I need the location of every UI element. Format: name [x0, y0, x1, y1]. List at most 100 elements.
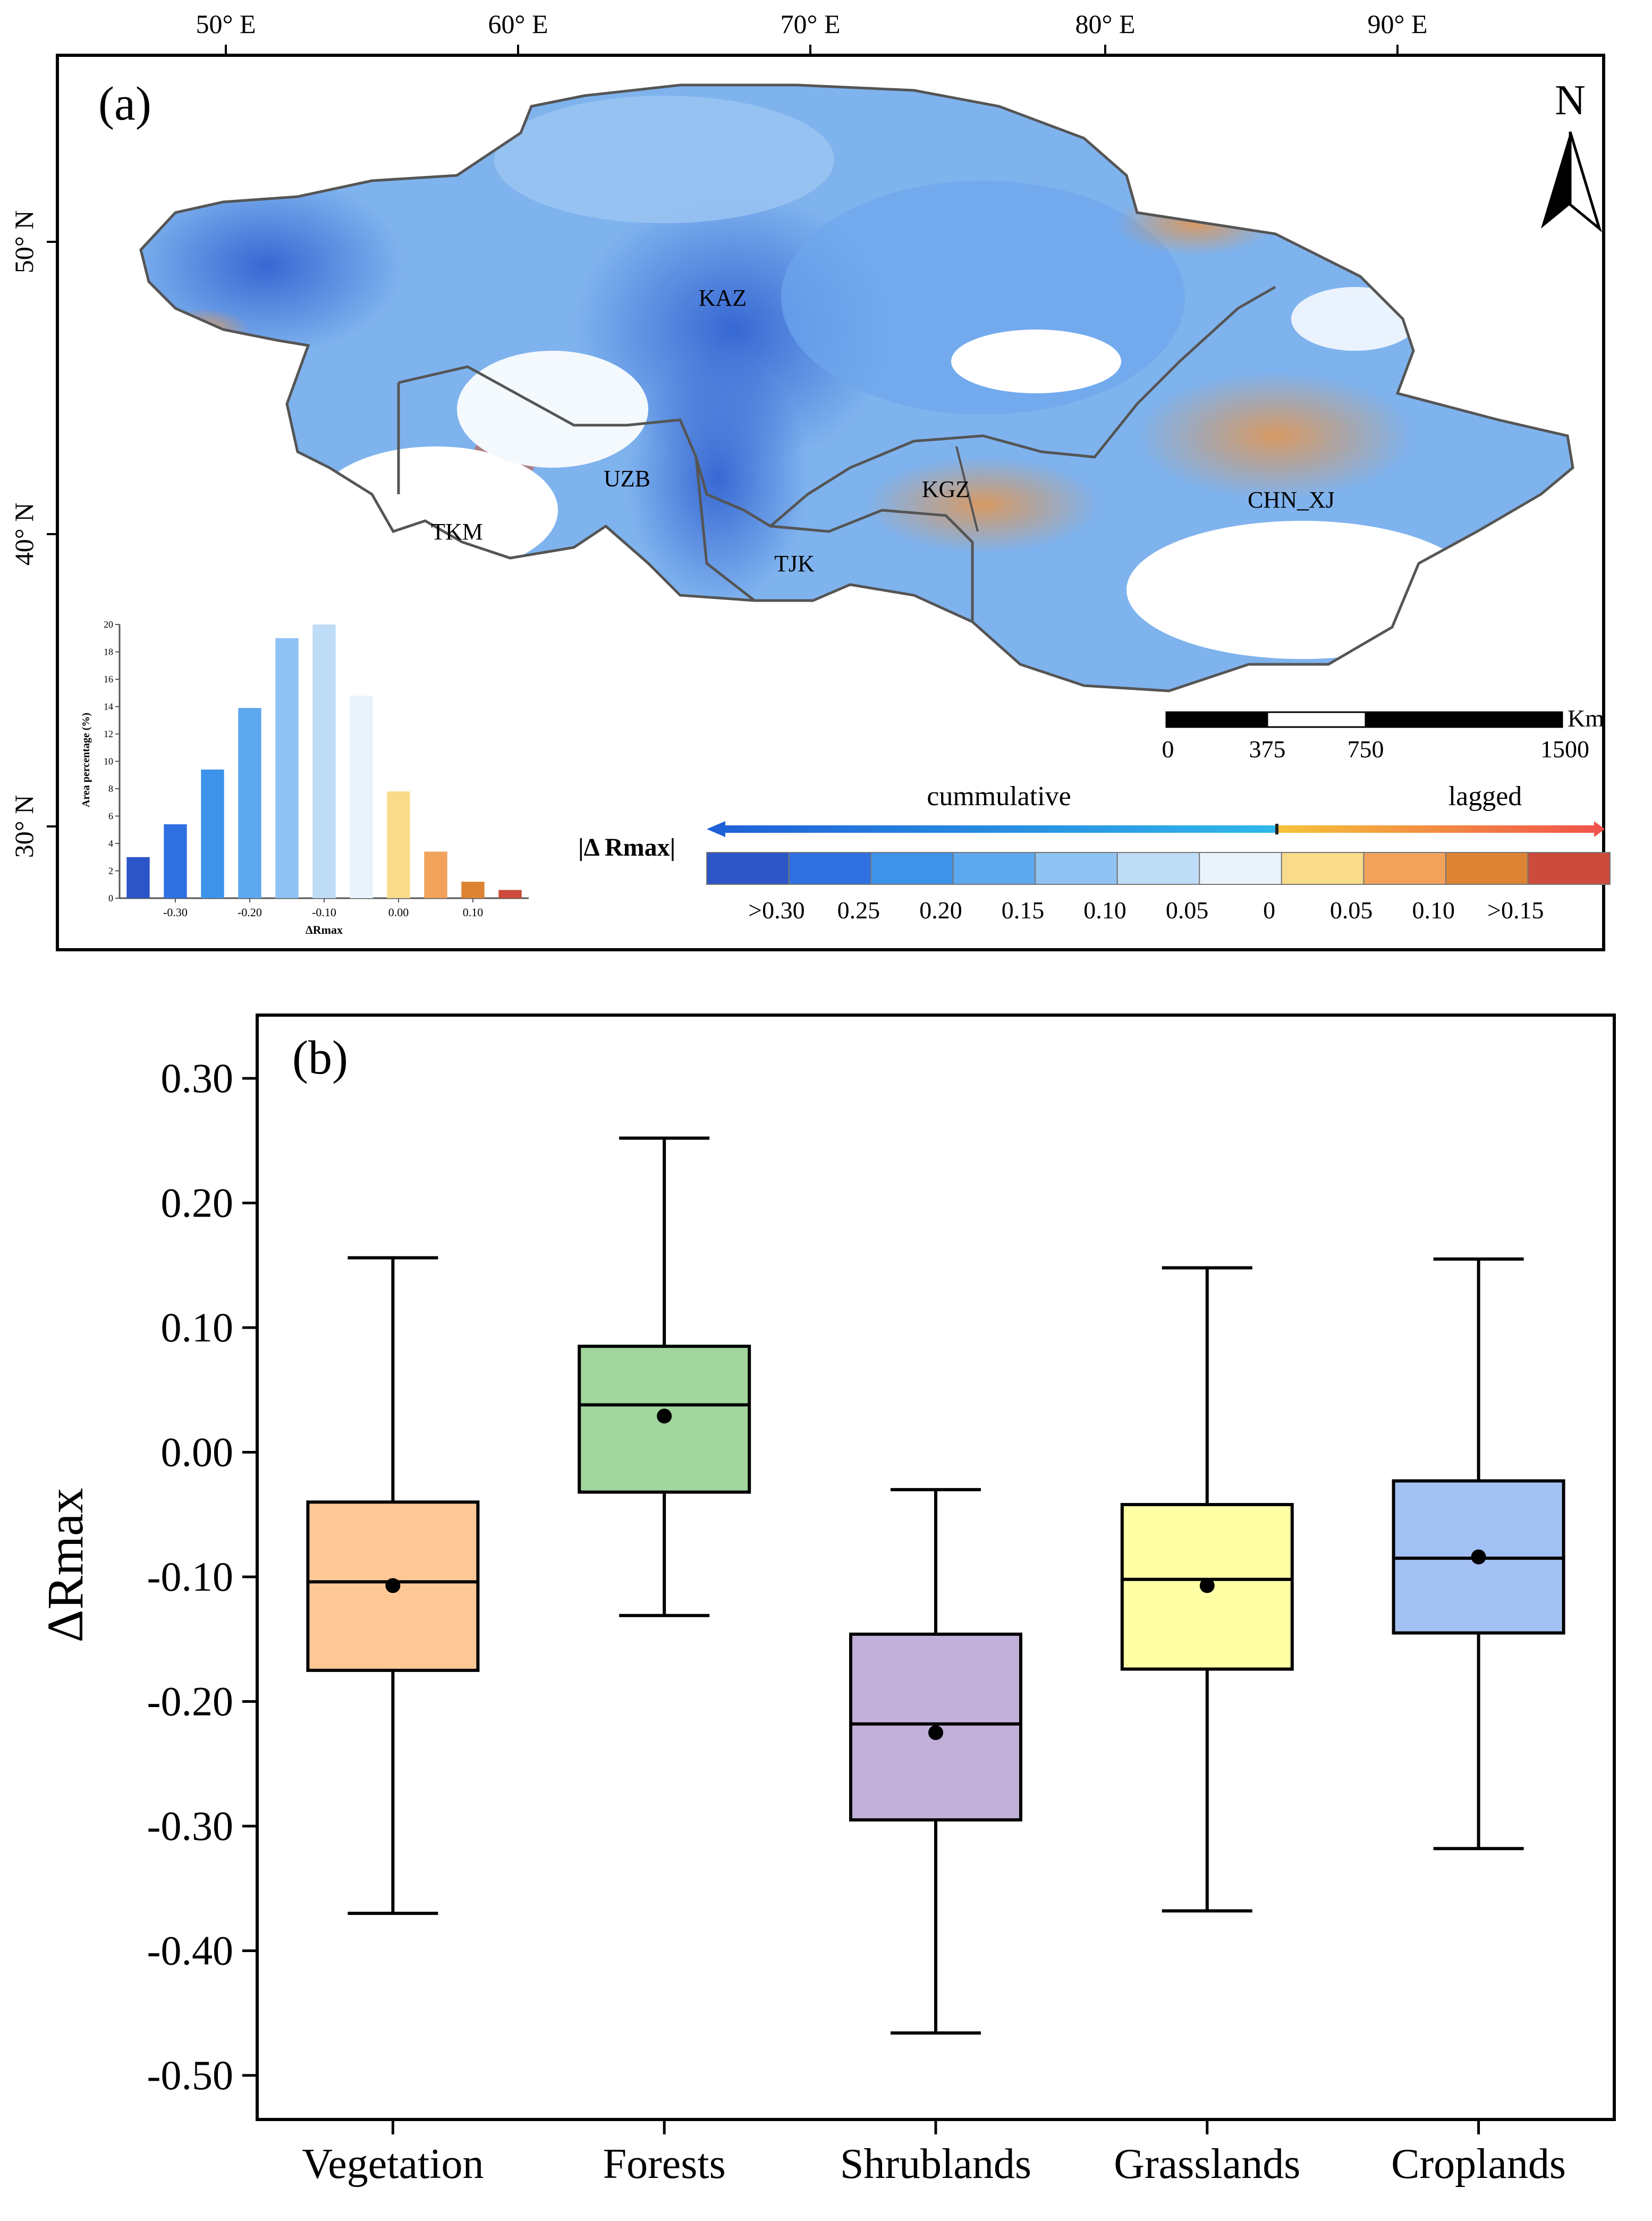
region-label-kaz: KAZ: [699, 285, 747, 311]
lon-tick-label: 50° E: [196, 9, 256, 39]
inset-x-ticks: -0.30 -0.20 -0.10 0.00 0.10: [163, 898, 483, 919]
scale-unit: Km: [1568, 705, 1604, 732]
x-tick-label: Grasslands: [1114, 2141, 1300, 2188]
y-tick-label: -0.20: [147, 1678, 233, 1725]
legend-swatches: [706, 852, 1611, 885]
latitude-ticks: 50° N 40° N 30° N: [9, 210, 57, 858]
north-arrow-icon: [1541, 132, 1570, 229]
legend-swatch: [1035, 852, 1118, 885]
lat-tick-label: 40° N: [9, 503, 39, 566]
legend-swatch: [706, 852, 790, 885]
legend-swatch: [1445, 852, 1529, 885]
legend-title: |Δ Rmax|: [578, 833, 675, 862]
inset-bar: [350, 695, 373, 898]
inset-x-tick-label: 0.00: [388, 906, 409, 919]
inset-bar: [424, 851, 447, 898]
lon-tick-label: 80° E: [1075, 9, 1135, 39]
lagged-arrow: [1278, 821, 1605, 837]
inset-y-ticks: 0 2 4 6 8 10 12 14 16 18 20: [104, 619, 120, 903]
panel-b-label: (b): [292, 1032, 348, 1084]
region-label-uzb: UZB: [604, 466, 650, 492]
mean-point: [385, 1578, 401, 1593]
legend-class-label: 0: [1263, 897, 1275, 924]
legend-class-label: 0.20: [919, 897, 962, 924]
y-tick-label: 0.20: [161, 1180, 234, 1226]
mean-point: [1199, 1578, 1215, 1593]
y-tick-label: -0.30: [147, 1803, 233, 1849]
legend-swatch: [1199, 852, 1282, 885]
scale-bar: Km 0 375 750 1500: [1162, 705, 1605, 763]
scale-tick: 0: [1162, 736, 1174, 763]
inset-histogram: 0 2 4 6 8 10 12 14 16 18 20 -0.30 -0.20 -0.10 0.00 0.1…: [80, 619, 529, 936]
legend-swatch: [1116, 852, 1200, 885]
inset-y-tick-label: 8: [108, 783, 113, 794]
inset-y-tick-label: 4: [108, 838, 113, 849]
legend-left-label: cummulative: [927, 781, 1071, 812]
legend-class-label: 0.05: [1330, 897, 1373, 924]
inset-y-tick-label: 12: [104, 729, 113, 739]
north-arrow: N: [1541, 77, 1602, 233]
inset-y-tick-label: 6: [108, 811, 113, 822]
region-label-chn-xj: CHN_XJ: [1248, 487, 1335, 513]
region-label-tkm: TKM: [431, 519, 483, 545]
mean-point: [1471, 1549, 1486, 1565]
legend-swatch: [952, 852, 1036, 885]
legend-right-label: lagged: [1448, 781, 1522, 812]
panel-b-x-ticks: Vegetation Forests Shrublands Grasslands Cro…: [302, 2119, 1566, 2188]
x-tick-label: Forests: [603, 2141, 726, 2188]
legend-class-label: >0.30: [748, 897, 804, 924]
x-tick-label: Vegetation: [302, 2141, 484, 2188]
inset-bar: [126, 857, 150, 898]
y-tick-label: 0.00: [161, 1429, 234, 1475]
legend-class-label: >0.15: [1487, 897, 1544, 924]
region-outline: [139, 83, 1574, 693]
panel-a-label: (a): [98, 78, 151, 130]
inset-x-tick-label: -0.10: [312, 906, 336, 919]
lat-tick-label: 30° N: [9, 795, 39, 858]
inset-x-label: ΔRmax: [306, 923, 343, 936]
inset-y-tick-label: 0: [108, 893, 113, 903]
x-tick-label: Croplands: [1391, 2141, 1566, 2188]
lon-tick-label: 60° E: [488, 9, 548, 39]
inset-x-tick-label: 0.10: [463, 906, 484, 919]
panel-b-y-label: ΔRmax: [37, 1488, 94, 1642]
region-label-kgz: KGZ: [922, 476, 970, 502]
inset-x-tick-label: -0.20: [238, 906, 262, 919]
x-tick-label: Shrublands: [840, 2141, 1031, 2188]
inset-bar: [275, 638, 299, 898]
country-border: [398, 285, 1276, 528]
mean-point: [928, 1725, 943, 1741]
inset-bar: [164, 824, 187, 898]
country-border: [770, 509, 974, 622]
legend-swatch: [1527, 852, 1611, 885]
country-border: [955, 446, 979, 532]
mean-point: [657, 1408, 672, 1424]
inset-y-tick-label: 20: [104, 619, 113, 630]
inset-y-label: Area percentage (%): [80, 713, 92, 807]
y-tick-label: 0.30: [161, 1055, 234, 1101]
scale-tick: 375: [1249, 736, 1286, 763]
inset-bar: [312, 624, 336, 898]
inset-bar: [238, 708, 261, 898]
inset-y-tick-label: 10: [104, 756, 113, 767]
y-tick-label: 0.10: [161, 1304, 234, 1350]
y-tick-label: -0.50: [147, 2052, 233, 2098]
inset-bar: [498, 890, 522, 898]
y-tick-label: -0.40: [147, 1928, 233, 1974]
y-tick-label: -0.10: [147, 1553, 233, 1600]
legend-class-label: 0.05: [1166, 897, 1209, 924]
inset-y-tick-label: 2: [108, 866, 113, 876]
lon-tick-label: 90° E: [1367, 9, 1427, 39]
longitude-ticks: 50° E 60° E 70° E 80° E 90° E: [196, 9, 1428, 55]
inset-bar: [201, 769, 224, 898]
inset-bar: [461, 882, 485, 898]
legend-labels: >0.30 0.25 0.20 0.15 0.10 0.05 0 0.05 0.10 >0.15: [748, 897, 1544, 924]
country-border: [694, 457, 756, 602]
region-label-tjk: TJK: [774, 551, 815, 577]
inset-bars: [126, 624, 522, 898]
inset-bar: [387, 791, 410, 898]
color-legend: cummulative lagged |Δ Rmax| >0.30 0.25 0.2…: [578, 781, 1611, 924]
inset-y-tick-label: 14: [104, 702, 113, 712]
legend-class-label: 0.15: [1002, 897, 1045, 924]
